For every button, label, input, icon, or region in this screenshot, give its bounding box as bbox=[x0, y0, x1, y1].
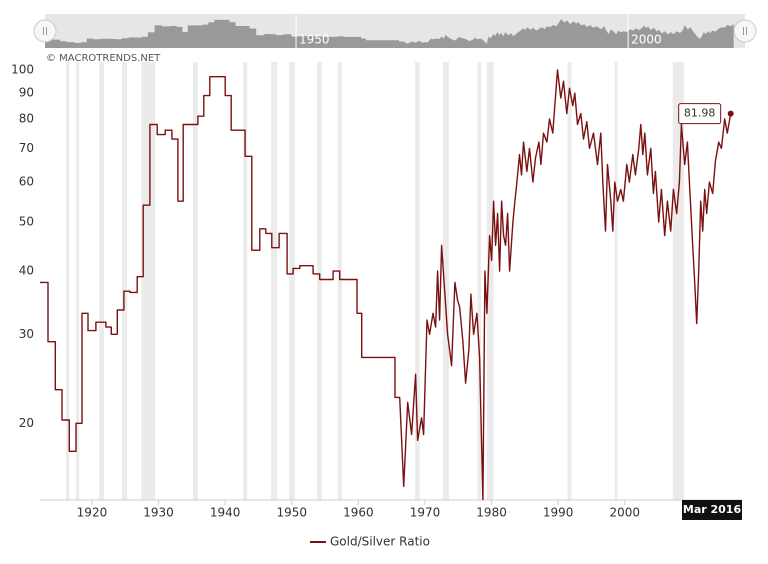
shaded-band bbox=[442, 62, 449, 500]
navigator[interactable]: 1950 2000 bbox=[33, 14, 757, 48]
x-tick-label: 1980 bbox=[476, 506, 507, 520]
shaded-band bbox=[337, 62, 342, 500]
shaded-band bbox=[75, 62, 80, 500]
y-tick-label: 90 bbox=[19, 86, 34, 100]
value-label-box bbox=[678, 103, 722, 125]
shaded-band bbox=[243, 62, 248, 500]
x-tick-label: 1920 bbox=[77, 506, 108, 520]
bands bbox=[65, 62, 685, 500]
x-tick-label: 1990 bbox=[543, 506, 574, 520]
handle-circle bbox=[733, 19, 757, 43]
y-tick-label: 100 bbox=[11, 62, 34, 76]
shaded-band bbox=[672, 62, 685, 500]
shaded-band bbox=[289, 62, 296, 500]
value-label: 81.98 bbox=[684, 107, 716, 120]
crosshair-label-box bbox=[682, 500, 742, 520]
shaded-band bbox=[477, 62, 481, 500]
crosshair-label: Mar 2016 bbox=[683, 503, 742, 516]
x-tick-label: 1970 bbox=[410, 506, 441, 520]
x-tick-label: 1960 bbox=[343, 506, 374, 520]
credit: © MACROTRENDS.NET bbox=[46, 53, 161, 64]
last-point bbox=[727, 110, 734, 117]
navigator-tick-label: 1950 bbox=[299, 33, 330, 47]
y-tick-label: 20 bbox=[19, 416, 34, 430]
shaded-band bbox=[317, 62, 322, 500]
legend-label: Gold/Silver Ratio bbox=[330, 535, 430, 549]
y-tick-label: 80 bbox=[19, 111, 34, 125]
x-tick-label: 1940 bbox=[210, 506, 241, 520]
navigator-tick-label: 2000 bbox=[631, 33, 662, 47]
axes: 20 30 40 50 60 70 80 90 100 1920 1930 1940 1950 1960 1… bbox=[11, 62, 742, 520]
y-tick-label: 60 bbox=[19, 175, 34, 189]
x-tick-label: 1930 bbox=[143, 506, 174, 520]
line-series bbox=[40, 69, 732, 500]
shaded-band bbox=[614, 62, 618, 500]
shaded-band bbox=[567, 62, 572, 500]
shaded-band bbox=[65, 62, 70, 500]
navigator-handle[interactable] bbox=[733, 19, 757, 43]
y-tick-label: 70 bbox=[19, 141, 34, 155]
handle-circle bbox=[33, 19, 57, 43]
y-tick-label: 30 bbox=[19, 327, 34, 341]
overlay: 81.98 Gold/Silver Ratio Mar 2016 bbox=[310, 103, 742, 549]
shaded-band bbox=[271, 62, 278, 500]
shaded-band bbox=[141, 62, 156, 500]
shaded-band bbox=[193, 62, 198, 500]
plot-area bbox=[40, 69, 732, 500]
shaded-band bbox=[486, 62, 494, 500]
shaded-band bbox=[99, 62, 104, 500]
navigator-area bbox=[45, 19, 734, 48]
navigator-handle[interactable] bbox=[33, 19, 57, 43]
y-tick-label: 50 bbox=[19, 215, 34, 229]
x-tick-label: 1950 bbox=[276, 506, 307, 520]
y-tick-label: 40 bbox=[19, 264, 34, 278]
x-tick-label: 2000 bbox=[610, 506, 641, 520]
shaded-band bbox=[414, 62, 420, 500]
shaded-band bbox=[121, 62, 128, 500]
